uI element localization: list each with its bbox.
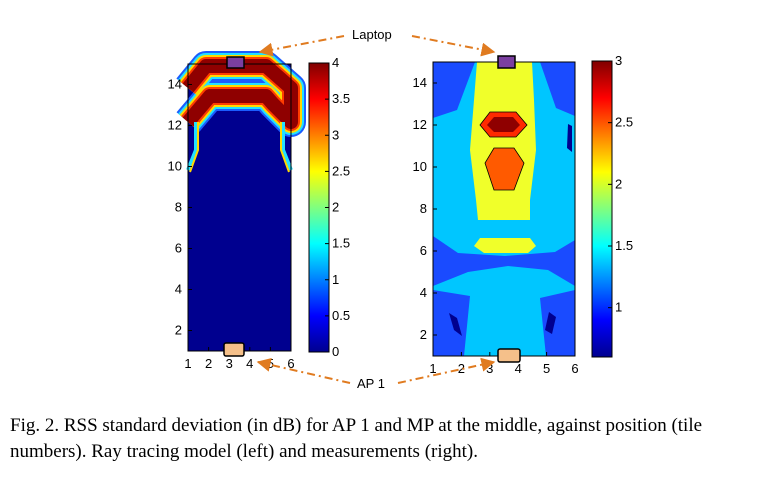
right-bottom-marker [497,348,521,363]
colorbar-tick-label: 3 [332,127,339,142]
bottom-annotation-label: AP 1 [357,376,385,391]
x-tick-label: 4 [246,356,253,371]
x-tick-label: 6 [287,356,294,371]
y-tick-label: 8 [420,201,427,216]
left-top-marker [226,56,245,69]
top-arrow-right [411,35,496,57]
left-colorbar-ticks: 0 0.5 1 1.5 2 2.5 3 3.5 4 [325,55,350,359]
y-tick-label: 10 [413,159,427,174]
y-tick-label: 4 [175,282,182,297]
colorbar-tick-label: 1.5 [615,238,633,253]
left-side-tails [186,122,293,173]
right-lower-yellow [474,238,536,253]
colorbar-tick-label: 2 [332,200,339,215]
right-upper-low-right [540,62,575,116]
bottom-arrow-left [256,357,351,384]
right-y-axis: 2 4 6 8 10 12 14 [413,75,437,342]
y-tick-label: 4 [420,285,427,300]
colorbar-tick-label: 1.5 [332,236,350,251]
x-tick-label: 1 [429,361,436,376]
right-peak-core [487,117,520,132]
y-tick-label: 12 [168,118,182,133]
right-upper-low-left [433,62,475,118]
right-lower-low-left [433,290,470,356]
left-colorbar: 0 0.5 1 1.5 2 2.5 3 3.5 4 [308,55,350,359]
top-annotation-label: Laptop [352,27,392,42]
x-tick-label: 2 [205,356,212,371]
colorbar-tick-label: 1 [332,272,339,287]
colorbar-tick-label: 2.5 [332,163,350,178]
top-arrow-left [258,35,345,57]
y-tick-label: 2 [420,327,427,342]
colorbar-tick-label: 4 [332,55,339,70]
colorbar-tick-label: 2 [615,176,622,191]
right-low-spot-2 [545,312,556,334]
x-tick-label: 4 [515,361,522,376]
right-colorbar-gradient [591,60,613,358]
colorbar-tick-label: 2.5 [615,115,633,130]
left-y-axis: 2 4 6 8 10 12 14 [168,77,192,338]
figure-caption: Fig. 2. RSS standard deviation (in dB) f… [10,415,703,462]
colorbar-tick-label: 3 [615,53,622,68]
y-tick-label: 14 [168,77,182,92]
x-tick-label: 6 [571,361,578,376]
right-colorbar: 1 1.5 2 2.5 3 [591,53,633,358]
x-tick-label: 2 [458,361,465,376]
right-colorbar-ticks: 1 1.5 2 2.5 3 [608,53,633,315]
y-tick-label: 6 [420,243,427,258]
y-tick-label: 14 [413,75,427,90]
bottom-arrow-right [397,357,496,384]
right-core [484,147,525,191]
y-tick-label: 2 [175,323,182,338]
annotations: Laptop AP 1 [256,27,496,391]
left-bottom-marker [223,342,245,357]
right-low-spot-1 [449,313,462,336]
right-low-band [433,236,575,286]
y-tick-label: 8 [175,200,182,215]
y-tick-label: 6 [175,241,182,256]
x-tick-label: 3 [226,356,233,371]
y-tick-label: 10 [168,159,182,174]
x-tick-label: 5 [543,361,550,376]
x-tick-label: 1 [184,356,191,371]
right-lower-low-right [540,290,575,356]
colorbar-tick-label: 1 [615,300,622,315]
right-central-column [470,62,536,220]
right-low-spot-3 [567,124,572,152]
colorbar-tick-label: 0 [332,344,339,359]
colorbar-tick-label: 3.5 [332,91,350,106]
right-top-marker [497,55,516,69]
colorbar-tick-label: 0.5 [332,308,350,323]
y-tick-label: 12 [413,117,427,132]
